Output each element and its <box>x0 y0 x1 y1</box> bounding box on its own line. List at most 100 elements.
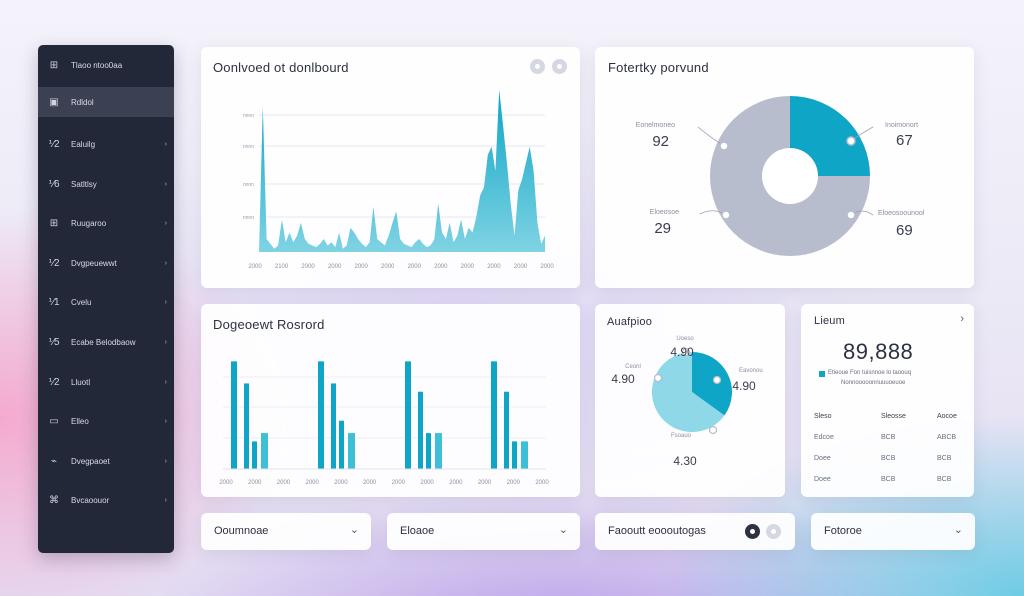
dropdown-label: Eloaoe <box>400 525 435 537</box>
chevron-right-icon: › <box>164 140 167 148</box>
bar <box>504 391 509 469</box>
nav-icon: ⊞ <box>49 217 59 229</box>
bar <box>252 441 257 469</box>
x-tick-label: 2000 <box>461 264 475 270</box>
sidebar-item[interactable]: ⅟2 Lluotl › <box>38 367 174 397</box>
dropdown-select[interactable]: Ooumnoae ⌄ <box>201 513 371 550</box>
radio-unselected-icon[interactable] <box>766 524 781 539</box>
x-tick-label: 2000 <box>301 264 315 270</box>
y-tick-label: nnnn <box>243 144 254 150</box>
control-label: Faooutt eoooutogas <box>608 525 706 537</box>
radio-selected-icon[interactable] <box>745 524 760 539</box>
legend-swatch <box>819 371 825 377</box>
x-tick-label: 2000 <box>434 264 448 270</box>
chevron-down-icon[interactable]: ⌄ <box>349 524 359 536</box>
x-tick-label: 2000 <box>219 480 233 486</box>
table-cell: Edcoe <box>814 434 834 441</box>
donut-slice <box>790 96 870 176</box>
callout-label: Inoimonort <box>885 122 918 129</box>
bar <box>418 391 423 469</box>
dropdown-select[interactable]: Fotoroe ⌄ <box>811 513 975 550</box>
sidebar-item[interactable]: ⅟2 Dvgpeuewwt › <box>38 248 174 278</box>
chevron-down-icon[interactable]: ⌄ <box>558 524 568 536</box>
nav-icon: ⅟1 <box>48 296 60 308</box>
x-tick-label: 2000 <box>306 480 320 486</box>
sidebar-item-label: Lluotl <box>71 377 91 387</box>
x-tick-label: 2000 <box>392 480 406 486</box>
sidebar-item-label: Dvgpeuewwt <box>71 258 117 268</box>
sidebar-item[interactable]: ⌁ Dvegpaoet › <box>38 446 174 476</box>
bar <box>512 441 517 469</box>
x-tick-label: 2000 <box>328 264 342 270</box>
toggle-control[interactable]: Faooutt eoooutogas <box>595 513 795 550</box>
nav-icon: ⅟6 <box>48 178 60 190</box>
bar <box>491 361 497 469</box>
bar <box>331 383 336 469</box>
x-tick-label: 2000 <box>381 264 395 270</box>
callout-line <box>697 126 725 147</box>
callout-value: 4.90 <box>611 372 635 386</box>
chart-option-dot[interactable] <box>552 59 567 74</box>
chart-option-dot[interactable] <box>530 59 545 74</box>
y-tick-label: nnnn <box>243 182 254 188</box>
callout-value: 4.90 <box>732 379 756 393</box>
chevron-right-icon: › <box>164 457 167 465</box>
nav-icon: ⌁ <box>50 455 58 467</box>
table-header: Aocoe <box>937 413 957 420</box>
callout-dot <box>653 373 663 383</box>
callout-dot <box>846 136 856 146</box>
callout-dot <box>846 210 856 220</box>
x-tick-label: 2000 <box>355 264 369 270</box>
callout-value: 67 <box>896 132 913 149</box>
y-tick-label: nnnn <box>243 215 254 221</box>
sidebar-item[interactable]: ▭ Elleo › <box>38 406 174 436</box>
callout-dot <box>721 210 731 220</box>
table-cell: BCB <box>881 434 896 441</box>
table-header: Sleso <box>814 413 832 420</box>
legend-text: Etieoue Fon tuisnnoe lo taoouq <box>828 370 912 376</box>
bar <box>521 441 528 469</box>
x-tick-label: 2000 <box>248 480 262 486</box>
x-tick-label: 2100 <box>275 264 289 270</box>
nav-icon: ⊞ <box>49 59 59 71</box>
chevron-right-icon: › <box>164 180 167 188</box>
sidebar-item-label: Ruugaroo <box>71 218 107 228</box>
chevron-down-icon[interactable]: ⌄ <box>953 524 963 536</box>
pie-chart: Uoeso 4.90 Eavonou 4.90 Ceonl 4.90 Fsoauo 4.30 <box>611 336 762 468</box>
nav-icon: ⅟2 <box>48 257 60 269</box>
card-title: Dogeoewt Rosrord <box>213 317 325 332</box>
big-stat-value: 89,888 <box>843 339 914 364</box>
sidebar-item[interactable]: ⌘ Bvcaoouor › <box>38 485 174 515</box>
chevron-right-icon: › <box>164 298 167 306</box>
sidebar-item-label: Ecabe Belodbaow <box>71 337 136 347</box>
x-tick-label: 2000 <box>408 264 422 270</box>
sidebar-item-label: Bvcaoouor <box>71 495 110 505</box>
callout-dot <box>681 347 691 357</box>
sidebar-item[interactable]: ▣ Rdldol <box>38 87 174 117</box>
callout-label: Eonelmoneo <box>636 122 675 129</box>
x-tick-label: 2000 <box>487 264 501 270</box>
stat-card: Lieum › 89,888 Etieoue Fon tuisnnoe lo t… <box>801 304 974 497</box>
nav-icon: ⌘ <box>49 494 59 506</box>
bar <box>231 361 237 469</box>
sidebar-item[interactable]: ⊞ Ruugaroo › <box>38 208 174 238</box>
callout-dot <box>708 425 718 435</box>
bar-chart: 2000 2000 2000 2000 2000 2000 2000 2000 2000 2000… <box>219 361 549 486</box>
sidebar-item[interactable]: ⅟6 Satltlsy › <box>38 169 174 199</box>
bar <box>244 383 249 469</box>
donut-chart: Eonelmoneo 92 Inoimonort 67 Eloeosoe 29 Eloeos… <box>636 96 925 256</box>
card-title: Fotertky porvund <box>608 60 709 75</box>
sidebar-item[interactable]: ⊞ Tlaoo ntoo0aa <box>38 50 174 80</box>
sidebar-item[interactable]: ⅟2 Ealuilg › <box>38 129 174 159</box>
chevron-right-icon: › <box>164 338 167 346</box>
chevron-right-icon[interactable]: › <box>960 313 964 325</box>
sidebar-item[interactable]: ⅟5 Ecabe Belodbaow › <box>38 327 174 357</box>
dropdown-select[interactable]: Eloaoe ⌄ <box>387 513 580 550</box>
sidebar-item[interactable]: ⅟1 Cvelu › <box>38 287 174 317</box>
table-cell: BCB <box>881 476 896 483</box>
bar <box>435 433 442 469</box>
callout-value: 69 <box>896 222 913 239</box>
callout-value: 29 <box>654 220 671 237</box>
callout-label: Ceonl <box>625 364 641 370</box>
x-tick-label: 2000 <box>420 480 434 486</box>
